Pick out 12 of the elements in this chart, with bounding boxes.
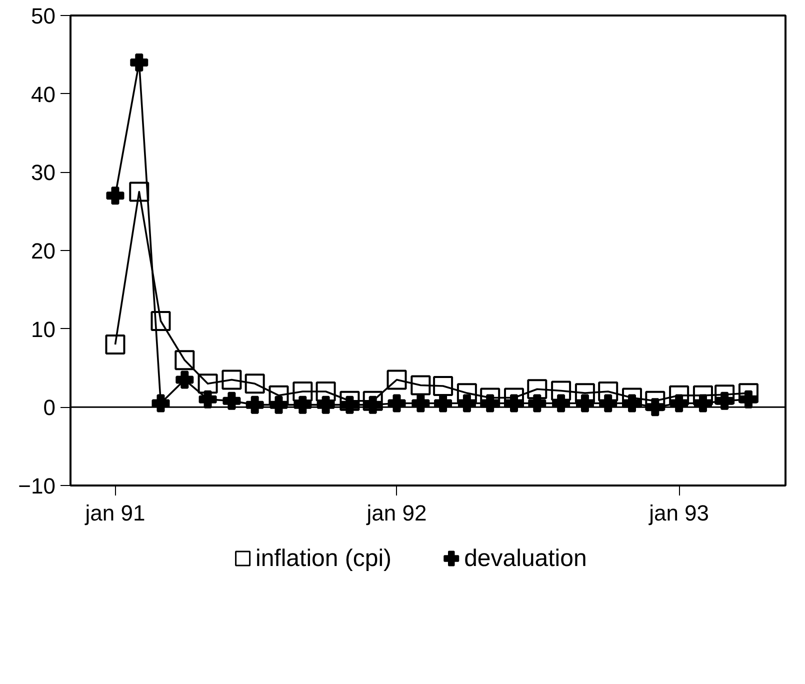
y-tick-label: 40 <box>31 82 56 107</box>
y-tick-label: 50 <box>31 4 56 28</box>
x-tick-label: jan 91 <box>84 500 146 526</box>
legend-label: devaluation <box>464 545 587 572</box>
legend-label: inflation (cpi) <box>255 545 392 572</box>
y-tick-label: 30 <box>31 160 56 186</box>
y-tick-label: 20 <box>31 238 56 264</box>
y-tick-label: −10 <box>18 474 56 498</box>
y-tick-label: 0 <box>43 395 56 420</box>
x-tick-label: jan 93 <box>648 500 710 526</box>
y-tick-label: 10 <box>31 316 56 342</box>
x-tick-label: jan 92 <box>366 500 427 526</box>
